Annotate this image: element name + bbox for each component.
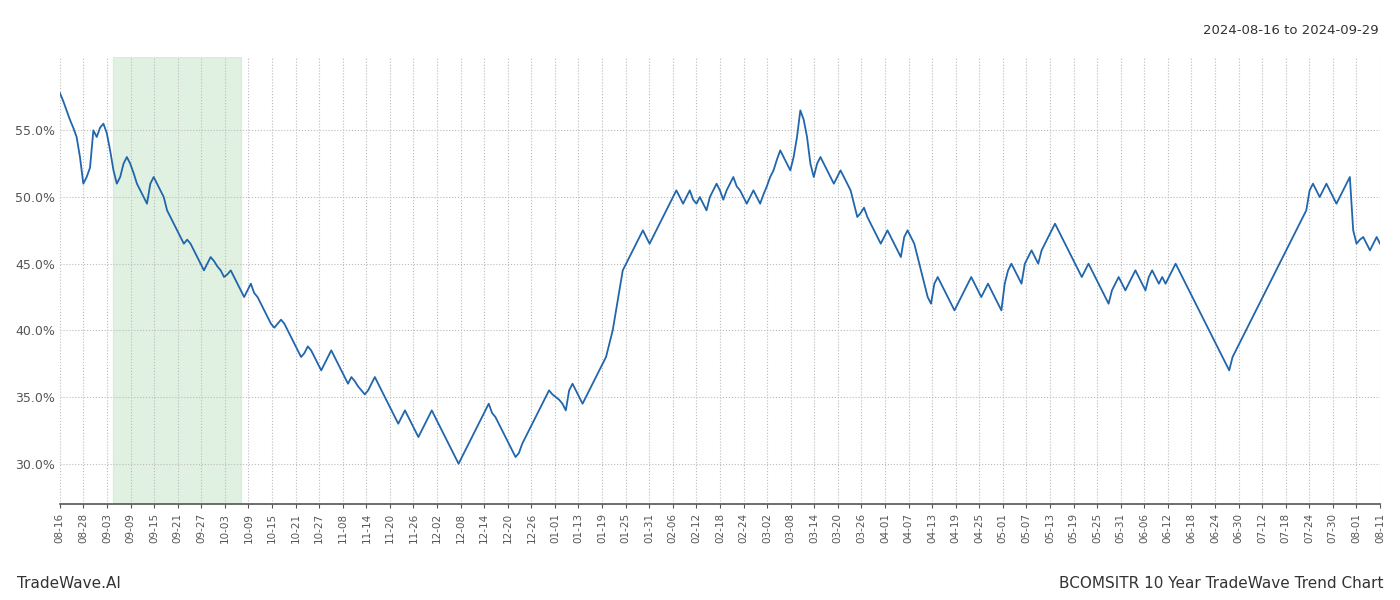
Text: 2024-08-16 to 2024-09-29: 2024-08-16 to 2024-09-29 [1204,24,1379,37]
Text: BCOMSITR 10 Year TradeWave Trend Chart: BCOMSITR 10 Year TradeWave Trend Chart [1058,576,1383,591]
Bar [113,57,241,504]
Text: TradeWave.AI: TradeWave.AI [17,576,120,591]
